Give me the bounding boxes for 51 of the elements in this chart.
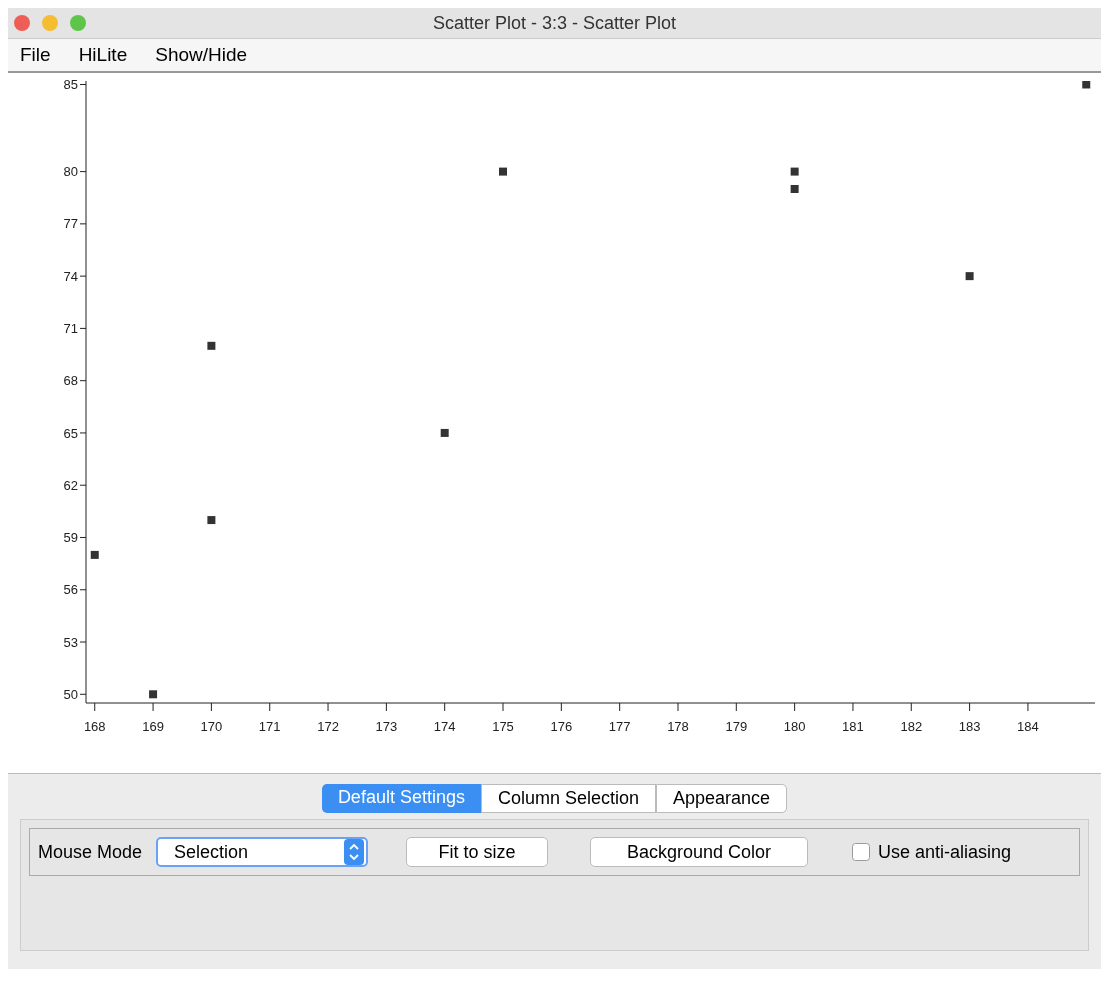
- point: [207, 341, 216, 350]
- x-tick-label: 169: [142, 719, 164, 734]
- y-tick-label: 74: [63, 268, 78, 284]
- point: [207, 516, 216, 525]
- chart-title: Scatter Plot - 3:3 - Scatter Plot: [8, 8, 1101, 38]
- text: Background Color: [590, 837, 809, 867]
- y-tick-label: 50: [63, 686, 78, 702]
- text: Fit to size: [406, 837, 549, 867]
- text: Mouse Mode: [38, 841, 143, 863]
- y-tick-label: 53: [63, 634, 78, 650]
- point: [790, 167, 799, 176]
- x-tick-label: 170: [200, 719, 223, 734]
- point: [90, 550, 99, 559]
- x-tick-label: 172: [317, 719, 339, 734]
- x-tick-label: 174: [433, 719, 456, 734]
- point: [790, 185, 799, 194]
- text: Default Settings: [321, 784, 481, 813]
- x-tick-label: 168: [83, 719, 106, 734]
- x-tick-label: 177: [608, 719, 631, 734]
- y-tick-label: 56: [63, 582, 78, 598]
- text: Column Selection: [480, 784, 657, 813]
- text: HiLite: [78, 44, 128, 66]
- x-tick-label: 181: [842, 719, 864, 734]
- x-tick-label: 182: [900, 719, 923, 734]
- x-tick-label: 173: [375, 719, 398, 734]
- x-tick-label: 183: [958, 719, 981, 734]
- text: Appearance: [656, 784, 788, 813]
- text: File: [20, 44, 51, 66]
- point: [499, 167, 508, 176]
- y-tick-label: 85: [63, 77, 78, 93]
- x-tick-label: 184: [1017, 719, 1039, 734]
- y-tick-label: 65: [63, 425, 78, 441]
- x-tick-label: 171: [258, 719, 281, 734]
- text: Use anti-aliasing: [878, 841, 1012, 863]
- x-tick-label: 180: [783, 719, 806, 734]
- text: Show/Hide: [155, 44, 248, 66]
- point: [440, 428, 449, 437]
- y-tick-label: 71: [63, 321, 78, 337]
- text: Selection: [174, 841, 249, 863]
- y-tick-label: 59: [63, 530, 78, 546]
- x-tick-label: 175: [492, 719, 514, 734]
- y-tick-label: 80: [63, 164, 78, 180]
- point: [149, 690, 158, 699]
- x-tick-label: 179: [725, 719, 748, 734]
- y-tick-label: 77: [63, 216, 78, 232]
- y-tick-label: 68: [63, 373, 78, 389]
- point: [1082, 81, 1091, 89]
- x-tick-label: 176: [550, 719, 573, 734]
- y-tick-label: 62: [63, 477, 78, 493]
- point: [965, 272, 974, 281]
- x-tick-label: 178: [667, 719, 689, 734]
